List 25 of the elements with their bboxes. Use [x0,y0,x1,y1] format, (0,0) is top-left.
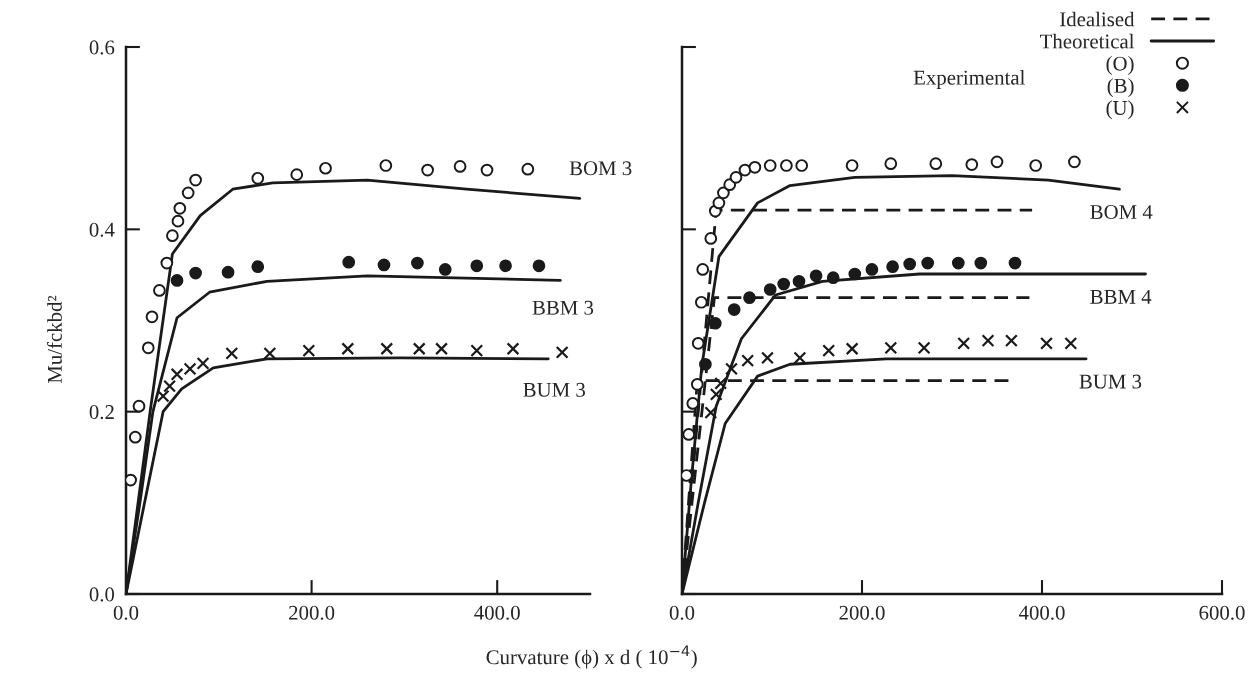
legend-label: (U) [1106,100,1134,120]
x-tick-label: 600.0 [1199,605,1245,620]
x-tick-label: 400.0 [474,605,520,620]
y-tick-label: 0.0 [89,587,115,602]
annotation: BBM 4 [1090,289,1152,304]
x-tick-label: 0.0 [113,605,139,620]
x-axis-title: Curvature (ϕ) x d ( 10$^{−4}$) [486,645,697,669]
annotation: BBM 3 [532,300,594,315]
y-tick-label: 0.6 [89,40,115,55]
y-axis-title: Mu/fckbd² [47,295,62,384]
x-tick-label: 400.0 [1018,605,1065,620]
annotation: BUM 3 [523,382,585,397]
legend-label: (B) [1107,78,1134,98]
annotation: BOM 4 [1090,205,1153,220]
y-tick-label: 0.2 [89,405,114,420]
x-tick-label: 0.0 [669,605,695,620]
y-tick-label: 0.4 [89,222,115,237]
annotation: BUM 3 [1079,374,1142,389]
legend-label: (O) [1106,55,1134,75]
legend-label: Idealised [1060,11,1135,27]
annotation: BOM 3 [569,161,632,176]
legend-label: Theoretical [1040,33,1135,49]
annotation: Experimental [913,70,1025,89]
x-tick-label: 200.0 [839,605,885,620]
x-tick-label: 200.0 [289,605,335,620]
